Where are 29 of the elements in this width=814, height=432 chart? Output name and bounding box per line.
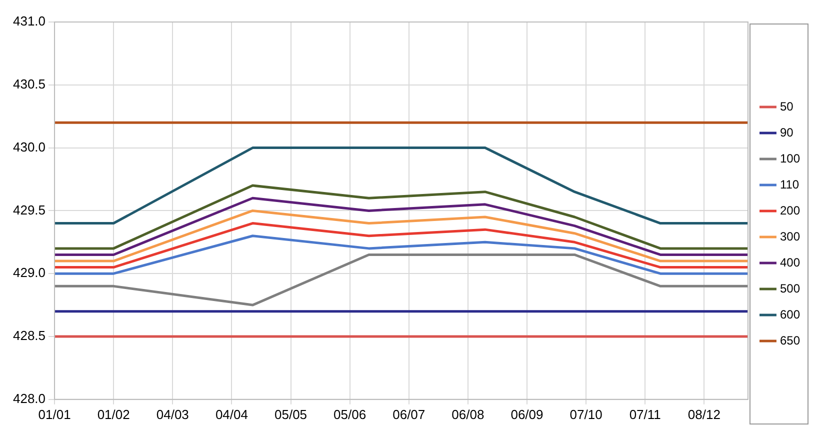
legend-label: 400: [780, 255, 800, 270]
x-tick-label: 01/02: [97, 406, 130, 422]
y-tick-label: 429.0: [12, 265, 46, 280]
x-tick-label: 04/04: [215, 406, 248, 422]
legend-label: 110: [780, 177, 800, 192]
x-tick-label: 05/06: [334, 406, 366, 422]
y-tick-label: 430.0: [12, 139, 46, 154]
y-tick-label: 428.0: [12, 390, 46, 406]
legend-label: 200: [780, 203, 800, 218]
y-tick-label: 431.0: [12, 14, 46, 29]
legend-label: 500: [780, 281, 800, 296]
x-tick-label: 05/05: [274, 406, 308, 422]
y-tick-label: 428.5: [12, 328, 46, 344]
legend-label: 90: [780, 125, 794, 140]
y-tick-label: 429.5: [12, 202, 46, 218]
x-tick-label: 01/01: [38, 406, 71, 422]
legend-label: 300: [780, 229, 800, 244]
legend-label: 50: [780, 99, 794, 114]
x-tick-label: 07/10: [570, 406, 602, 422]
x-tick-label: 08/12: [688, 406, 720, 422]
x-tick-label: 07/11: [629, 406, 661, 422]
legend-label: 650: [780, 333, 800, 348]
x-tick-label: 04/03: [156, 406, 189, 422]
x-tick-label: 06/08: [452, 406, 484, 422]
x-tick-label: 06/07: [392, 406, 426, 422]
legend-label: 600: [780, 307, 800, 322]
x-tick-label: 06/09: [510, 406, 544, 422]
legend-label: 100: [780, 151, 800, 166]
y-tick-label: 430.5: [12, 76, 46, 92]
